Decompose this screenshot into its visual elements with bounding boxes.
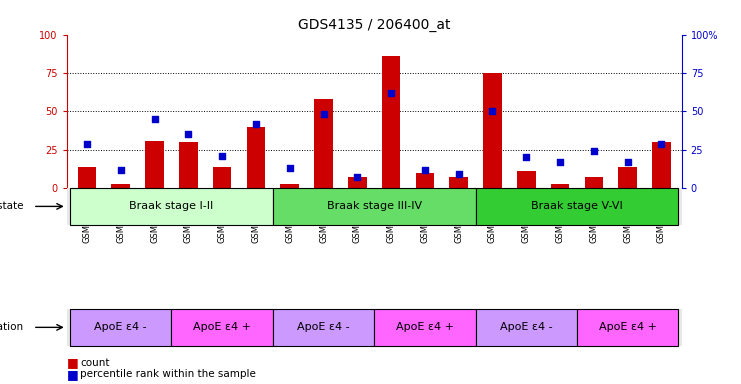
Point — [149, 116, 161, 122]
Point — [520, 154, 532, 161]
Bar — [273, 309, 374, 346]
Bar — [652, 142, 671, 188]
Text: ■: ■ — [67, 356, 79, 369]
Text: ■: ■ — [67, 368, 79, 381]
Bar — [517, 171, 536, 188]
Text: percentile rank within the sample: percentile rank within the sample — [80, 369, 256, 379]
Point — [250, 121, 262, 127]
Point — [115, 167, 127, 173]
Bar — [374, 309, 476, 346]
Bar — [476, 309, 577, 346]
Text: ApoE ε4 +: ApoE ε4 + — [396, 322, 454, 333]
Point — [284, 165, 296, 171]
Bar — [70, 188, 273, 225]
Bar — [577, 309, 678, 346]
Text: disease state: disease state — [0, 201, 24, 212]
Bar — [483, 73, 502, 188]
Point — [216, 153, 228, 159]
Text: count: count — [80, 358, 110, 368]
Point — [419, 167, 431, 173]
Text: ApoE ε4 +: ApoE ε4 + — [193, 322, 251, 333]
Bar — [382, 56, 400, 188]
Bar — [476, 188, 678, 225]
Bar — [314, 99, 333, 188]
Bar — [618, 167, 637, 188]
Point — [351, 174, 363, 180]
Bar — [585, 177, 603, 188]
Bar — [416, 173, 434, 188]
Bar — [551, 184, 569, 188]
Point — [182, 131, 194, 137]
Bar — [78, 167, 96, 188]
Point — [656, 141, 668, 147]
Point — [622, 159, 634, 165]
Point — [588, 148, 599, 154]
Text: Braak stage III-IV: Braak stage III-IV — [327, 201, 422, 212]
Text: ApoE ε4 -: ApoE ε4 - — [94, 322, 147, 333]
Bar — [70, 309, 171, 346]
Bar — [449, 177, 468, 188]
Text: Braak stage I-II: Braak stage I-II — [130, 201, 213, 212]
Text: Braak stage V-VI: Braak stage V-VI — [531, 201, 623, 212]
Text: ApoE ε4 -: ApoE ε4 - — [297, 322, 350, 333]
Text: genotype/variation: genotype/variation — [0, 322, 24, 333]
Text: ApoE ε4 +: ApoE ε4 + — [599, 322, 657, 333]
Point — [81, 141, 93, 147]
Bar — [280, 184, 299, 188]
Point — [318, 111, 330, 118]
Bar — [348, 177, 367, 188]
Bar — [247, 127, 265, 188]
Point — [453, 171, 465, 177]
Bar — [171, 309, 273, 346]
Bar — [145, 141, 164, 188]
Point — [487, 108, 499, 114]
Bar — [273, 188, 476, 225]
Bar — [111, 184, 130, 188]
Point — [554, 159, 566, 165]
Title: GDS4135 / 206400_at: GDS4135 / 206400_at — [298, 18, 451, 32]
Point — [385, 90, 397, 96]
Text: ApoE ε4 -: ApoE ε4 - — [500, 322, 553, 333]
Bar — [213, 167, 231, 188]
Bar — [179, 142, 198, 188]
